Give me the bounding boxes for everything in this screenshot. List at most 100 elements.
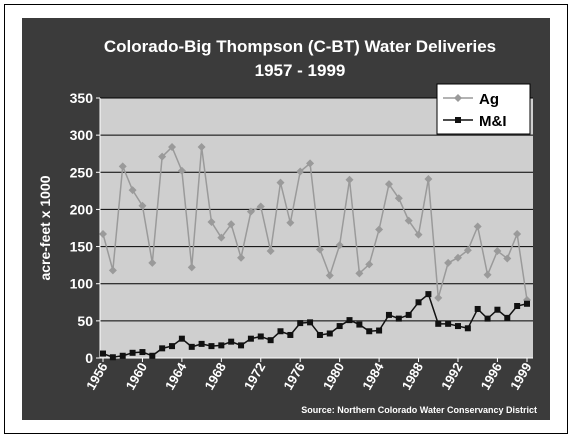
data-point <box>315 245 324 254</box>
data-point <box>168 143 177 152</box>
data-point <box>149 352 156 359</box>
data-point <box>473 222 482 231</box>
y-tick-label: 0 <box>85 350 93 366</box>
y-tick-label: 300 <box>70 127 94 143</box>
data-point <box>435 320 442 327</box>
data-point <box>228 338 235 345</box>
data-point <box>504 314 511 321</box>
data-point <box>178 335 185 342</box>
data-point <box>129 349 136 356</box>
data-point <box>287 331 294 338</box>
data-point <box>277 328 284 335</box>
data-point <box>139 349 146 356</box>
data-point <box>138 201 147 210</box>
data-point <box>306 159 315 168</box>
data-point <box>169 343 176 350</box>
data-point <box>99 229 107 238</box>
data-point <box>227 220 236 229</box>
y-tick-label: 250 <box>70 164 94 180</box>
legend-label: Ag <box>479 91 499 108</box>
y-axis-label: acre-feet x 1000 <box>37 175 53 280</box>
data-point <box>483 270 492 279</box>
y-tick-label: 350 <box>70 90 94 106</box>
data-point <box>336 323 343 330</box>
data-point <box>345 175 354 184</box>
data-point <box>524 300 530 307</box>
data-point <box>384 180 393 189</box>
data-point <box>257 333 264 340</box>
data-point <box>187 263 196 272</box>
data-point <box>286 218 295 227</box>
data-point <box>207 218 216 227</box>
data-point <box>316 331 323 338</box>
data-point <box>198 340 205 347</box>
data-point <box>453 253 462 262</box>
data-point <box>415 299 422 306</box>
data-point <box>365 260 374 269</box>
data-point <box>256 202 265 211</box>
legend-box <box>436 83 531 135</box>
data-point <box>335 241 344 250</box>
data-point <box>148 258 157 267</box>
data-point <box>444 258 453 267</box>
data-point <box>276 178 285 187</box>
data-point <box>404 216 413 225</box>
data-point <box>297 320 304 327</box>
data-point <box>425 291 432 298</box>
data-point <box>395 315 402 322</box>
data-point <box>109 354 116 361</box>
data-point <box>514 303 521 309</box>
data-point <box>463 246 472 255</box>
data-point <box>325 271 334 280</box>
data-point <box>394 194 403 203</box>
data-point <box>454 323 461 330</box>
data-point <box>307 319 314 326</box>
data-point <box>356 321 363 328</box>
data-point <box>445 320 452 327</box>
data-point <box>326 330 333 337</box>
data-point <box>217 233 226 242</box>
data-point <box>474 305 481 312</box>
data-point <box>238 342 245 349</box>
data-point <box>376 327 383 334</box>
data-point <box>424 174 433 183</box>
data-point <box>208 343 215 350</box>
data-point <box>128 186 137 195</box>
data-point <box>296 167 305 176</box>
data-point <box>197 143 206 152</box>
data-point <box>405 311 412 318</box>
chart-subtitle: 1957 - 1999 <box>255 61 346 80</box>
data-point <box>434 293 443 302</box>
plot-area <box>100 98 533 358</box>
data-point <box>513 229 522 238</box>
data-point <box>494 306 501 313</box>
data-point <box>100 350 106 357</box>
data-point <box>188 343 195 350</box>
data-point <box>267 337 274 344</box>
legend-marker <box>455 117 461 123</box>
data-point <box>503 254 512 263</box>
data-point <box>346 317 353 324</box>
y-tick-label: 50 <box>77 313 93 329</box>
data-point <box>385 311 392 318</box>
data-point <box>375 225 384 234</box>
data-point <box>414 230 423 239</box>
data-point <box>246 207 255 216</box>
data-point <box>355 269 364 278</box>
data-point <box>158 152 167 161</box>
data-point <box>366 328 373 335</box>
data-point <box>484 315 491 322</box>
source-note: Source: Northern Colorado Water Conserva… <box>301 405 537 415</box>
data-point <box>218 342 225 349</box>
data-point <box>119 352 126 359</box>
data-point <box>493 247 502 256</box>
y-tick-label: 200 <box>70 201 94 217</box>
data-point <box>464 325 471 332</box>
data-point <box>108 266 117 275</box>
data-point <box>118 162 127 171</box>
legend-label: M&I <box>479 113 507 130</box>
data-point <box>159 345 166 352</box>
data-point <box>266 247 275 256</box>
